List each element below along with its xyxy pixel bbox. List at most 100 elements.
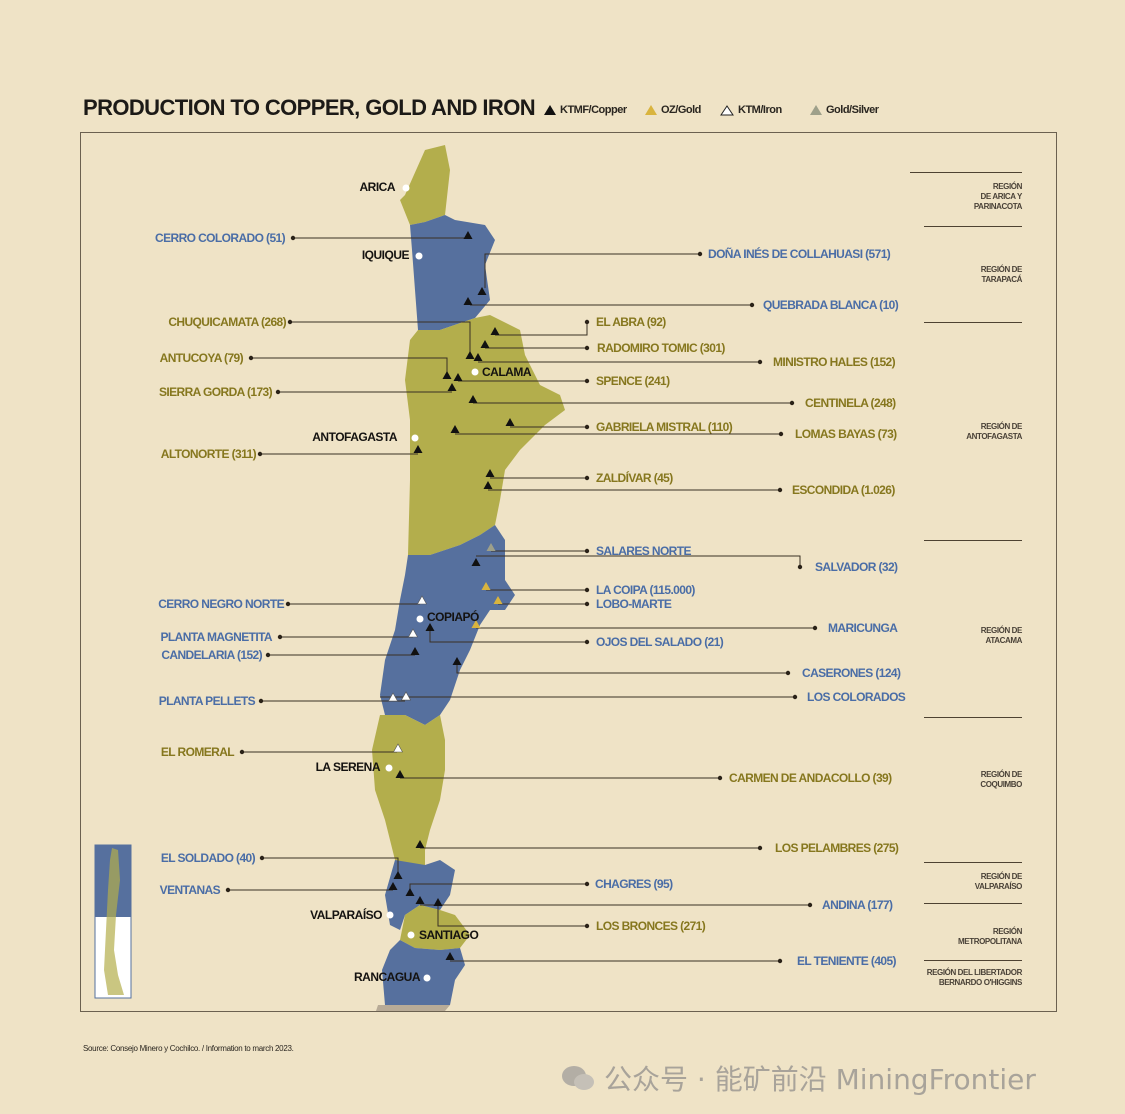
city-label: SANTIAGO: [419, 928, 479, 942]
city-dot: [471, 368, 479, 376]
mine-label: LOBO-MARTE: [596, 597, 672, 611]
region-label: REGIÓN DE ARICA Y PARINACOTA: [973, 182, 1023, 211]
leader-dot: [778, 431, 784, 437]
leader-dot: [584, 587, 590, 593]
copper-triangle-icon: [433, 898, 443, 906]
leader-dot: [807, 902, 813, 908]
region-divider: [924, 717, 1022, 718]
city-dot: [407, 931, 415, 939]
city-label: ANTOFAGASTA: [312, 430, 397, 444]
copper-triangle-icon: [490, 327, 500, 335]
region-divider: [910, 172, 1022, 173]
leader-dot: [257, 451, 263, 457]
leader-line: [456, 665, 788, 674]
copper-triangle-icon: [544, 105, 556, 115]
mine-label: CHAGRES (95): [595, 877, 673, 891]
copper-triangle-icon: [477, 287, 487, 295]
leader-dot: [287, 319, 293, 325]
leader-dot: [584, 424, 590, 430]
leader-line: [437, 906, 587, 927]
gold-triangle-icon: [481, 582, 491, 590]
leader-dot: [749, 302, 755, 308]
copper-triangle-icon: [447, 383, 457, 391]
wechat-icon: [562, 1066, 594, 1090]
mine-label: ESCONDIDA (1.026): [792, 483, 895, 497]
legend-label: KTM/Iron: [738, 104, 782, 116]
leader-dot: [797, 564, 803, 570]
watermark: 公众号 · 能矿前沿 MiningFrontier: [560, 1058, 1036, 1098]
mine-label: SALVADOR (32): [815, 560, 898, 574]
mine-label: LOMAS BAYAS (73): [795, 427, 897, 441]
iron-triangle-icon: [416, 595, 428, 605]
copper-triangle-icon: [471, 558, 481, 566]
mine-label: GABRIELA MISTRAL (110): [596, 420, 733, 434]
leader-line: [484, 253, 700, 288]
mine-label: MINISTRO HALES (152): [773, 355, 896, 369]
mine-label: CHUQUICAMATA (268): [168, 315, 286, 329]
region-ohiggins: [382, 940, 465, 1010]
legend-label: OZ/Gold: [661, 104, 701, 116]
mine-label: EL ABRA (92): [596, 315, 666, 329]
mine-label: ZALDÍVAR (45): [596, 471, 673, 485]
leader-dot: [275, 389, 281, 395]
region-divider: [924, 322, 1022, 323]
region-divider: [924, 960, 1022, 961]
copper-triangle-icon: [463, 297, 473, 305]
leader-dot: [792, 694, 798, 700]
region-antofagasta: [405, 315, 565, 555]
city-label: IQUIQUE: [361, 248, 410, 262]
mine-label: MARICUNGA: [828, 621, 898, 635]
goldsilver-triangle-icon: [810, 105, 822, 115]
mine-label: ANTUCOYA (79): [159, 351, 244, 365]
city-dot: [416, 615, 424, 623]
mine-label: VENTANAS: [159, 883, 221, 897]
copper-triangle-icon: [450, 425, 460, 433]
copper-triangle-icon: [415, 840, 425, 848]
city-dot: [386, 911, 394, 919]
leader-dot: [584, 639, 590, 645]
legend-iron: KTM/Iron: [720, 104, 782, 116]
mine-label: EL TENIENTE (405): [797, 954, 897, 968]
leader-dot: [584, 475, 590, 481]
leader-dot: [239, 749, 245, 755]
copper-triangle-icon: [483, 481, 493, 489]
copper-triangle-icon: [452, 657, 462, 665]
leader-dot: [777, 958, 783, 964]
region-label: REGIÓN DE TARAPACÁ: [980, 265, 1023, 284]
city-label: COPIAPÓ: [427, 610, 479, 624]
mine-label: SALARES NORTE: [596, 544, 691, 558]
iron-triangle-icon: [392, 743, 404, 753]
city-dot: [385, 764, 393, 772]
mine-label: QUEBRADA BLANCA (10): [763, 298, 899, 312]
region-divider: [924, 903, 1022, 904]
city-dot: [415, 252, 423, 260]
goldsilver-triangle-icon: [486, 543, 496, 551]
leader-dot: [717, 775, 723, 781]
leader-dot: [789, 400, 795, 406]
region-metropolitana: [400, 905, 470, 950]
mine-label: LOS COLORADOS: [807, 690, 906, 704]
iron-triangle-icon: [387, 692, 399, 702]
leader-dot: [225, 887, 231, 893]
mine-label: CARMEN DE ANDACOLLO (39): [729, 771, 892, 785]
copper-triangle-icon: [453, 373, 463, 381]
legend-label: KTMF/Copper: [560, 104, 627, 116]
mine-label: ALTONORTE (311): [160, 447, 257, 461]
leader-dot: [248, 355, 254, 361]
copper-triangle-icon: [505, 418, 515, 426]
leader-dot: [757, 359, 763, 365]
mine-label: OJOS DEL SALADO (21): [596, 635, 724, 649]
mine-label: CERRO NEGRO NORTE: [158, 597, 284, 611]
leader-dot: [584, 319, 590, 325]
mine-label: CASERONES (124): [802, 666, 901, 680]
mine-label: SIERRA GORDA (173): [159, 385, 273, 399]
leader-dot: [584, 601, 590, 607]
mine-label: ANDINA (177): [822, 898, 893, 912]
copper-triangle-icon: [415, 896, 425, 904]
copper-triangle-icon: [410, 647, 420, 655]
copper-triangle-icon: [393, 871, 403, 879]
region-label: REGIÓN METROPOLITANA: [958, 927, 1022, 946]
mine-label: DOÑA INÉS DE COLLAHUASI (571): [708, 247, 891, 261]
leader-dot: [258, 698, 264, 704]
copper-triangle-icon: [442, 371, 452, 379]
